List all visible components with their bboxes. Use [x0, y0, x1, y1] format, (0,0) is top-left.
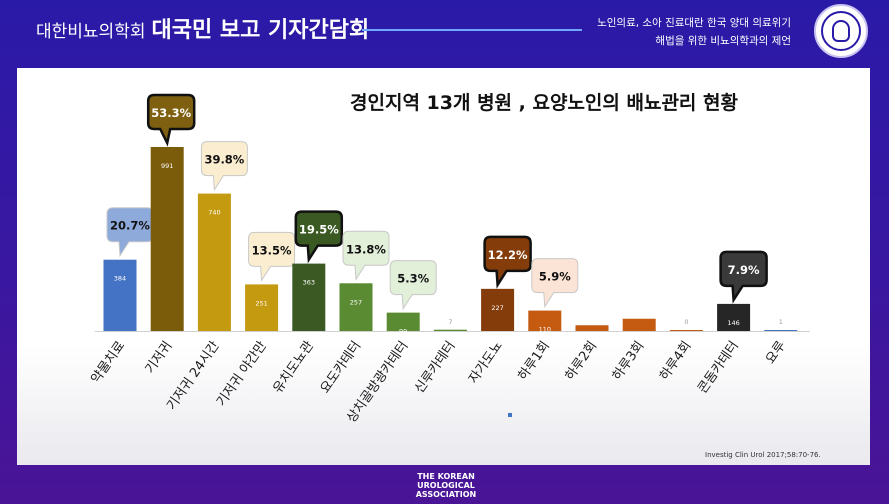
bar-value-label-9: 227: [491, 304, 503, 312]
category-label-9: 자가도뇨: [466, 339, 506, 387]
percent-callout-2: [146, 93, 196, 147]
percent-callout-3: [200, 141, 248, 192]
seal-emblem-icon: [832, 20, 850, 42]
bar-value-label-7: 99: [399, 328, 407, 336]
footer-logo-line2: UROLOGICAL: [417, 481, 475, 490]
percent-label-9: 12.2%: [488, 248, 528, 262]
percent-label-5: 19.5%: [299, 223, 339, 237]
percent-label-2: 53.3%: [151, 106, 191, 120]
percent-label-10: 5.9%: [539, 270, 571, 284]
bar-value-label-15: 1: [779, 318, 783, 326]
header-subtitle-line1: 노인의료, 소아 진료대란 한국 양대 의료위기: [597, 17, 791, 29]
percent-callout-4: [248, 231, 296, 282]
percent-callout-14: [719, 250, 768, 304]
bar-6: [339, 283, 373, 331]
header-subtitle-line2: 해법을 위한 비뇨의학과의 제언: [655, 35, 791, 47]
percent-label-14: 7.9%: [728, 263, 760, 277]
header-title: 대한비뇨의학회 대국민 보고 기자간담회: [36, 12, 369, 44]
bar-13: [669, 330, 703, 331]
bar-9: [481, 288, 515, 331]
percent-callout-6: [342, 230, 390, 281]
category-label-1: 약물치료: [89, 339, 129, 387]
footer-logo-line3: ASSOCIATION: [415, 490, 477, 499]
chart-title: 경인지역 13개 병원 , 요양노인의 배뇨관리 현황: [350, 92, 738, 114]
bar-value-label-6: 257: [350, 298, 362, 306]
bar-value-label-10: 110: [539, 326, 551, 334]
percent-callout-9: [483, 235, 532, 289]
category-label-15: 요루: [763, 339, 789, 367]
bar-14: [717, 303, 751, 331]
chart-title-box: [268, 78, 820, 122]
percent-callout-10: [531, 258, 579, 309]
bar-value-label-11: 31: [588, 340, 596, 348]
seal-ring-icon: [821, 11, 861, 51]
decorative-dot: [508, 413, 512, 417]
bar-value-label-8: 7: [448, 318, 452, 326]
category-label-6: 요도카테터: [318, 339, 365, 397]
category-label-10: 하루1회: [515, 339, 553, 384]
bar-value-label-1: 384: [114, 275, 126, 283]
bar-value-label-5: 363: [303, 279, 315, 287]
percent-label-1: 20.7%: [110, 219, 150, 233]
footer-logo: THE KOREAN UROLOGICAL ASSOCIATION: [404, 472, 488, 499]
bar-value-label-13: 0: [684, 318, 688, 326]
category-label-14: 콘돔카테터: [695, 339, 742, 397]
percent-callout-5: [294, 210, 344, 264]
bar-5: [292, 263, 326, 331]
bar-value-label-4: 251: [255, 299, 267, 307]
bar-12: [622, 318, 656, 331]
category-label-13: 하루4회: [657, 339, 695, 384]
bar-value-label-14: 146: [727, 319, 739, 327]
percent-label-3: 39.8%: [204, 153, 244, 167]
bar-value-label-12: 66: [635, 334, 643, 342]
header-divider-line: [362, 29, 582, 31]
bar-1: [103, 259, 137, 331]
footer-logo-line1: THE KOREAN: [417, 472, 475, 481]
category-label-12: 하루3회: [610, 339, 648, 384]
header: 대한비뇨의학회 대국민 보고 기자간담회 노인의료, 소아 진료대란 한국 양대 …: [0, 0, 889, 62]
percent-label-4: 13.5%: [252, 243, 292, 257]
category-label-4: 기저귀 야간만: [214, 339, 270, 410]
bar-value-label-2: 991: [161, 162, 173, 170]
bar-15: [764, 330, 798, 331]
bar-10: [528, 310, 562, 331]
bar-8: [433, 329, 467, 331]
percent-label-7: 5.3%: [397, 272, 429, 286]
bar-7: [386, 312, 420, 331]
category-label-11: 하루2회: [563, 339, 601, 384]
citation: Investig Clin Urol 2017;58:70-76.: [705, 451, 821, 459]
society-seal-logo: [814, 4, 868, 58]
percent-label-6: 13.8%: [346, 242, 386, 256]
bar-11: [575, 325, 609, 331]
bar-4: [245, 284, 279, 331]
percent-callout-7: [389, 260, 437, 311]
header-subtitle: 노인의료, 소아 진료대란 한국 양대 의료위기 해법을 위한 비뇨의학과의 제…: [597, 14, 791, 50]
category-label-5: 유치도뇨관: [270, 339, 317, 397]
header-society-name: 대한비뇨의학회: [36, 22, 146, 42]
bar-3: [197, 193, 231, 331]
bar-2: [150, 147, 184, 331]
header-event-name: 대국민 보고 기자간담회: [151, 18, 370, 43]
bar-value-label-3: 740: [208, 209, 220, 217]
category-label-2: 기저귀: [143, 339, 176, 377]
category-label-8: 신루카테터: [412, 339, 459, 397]
